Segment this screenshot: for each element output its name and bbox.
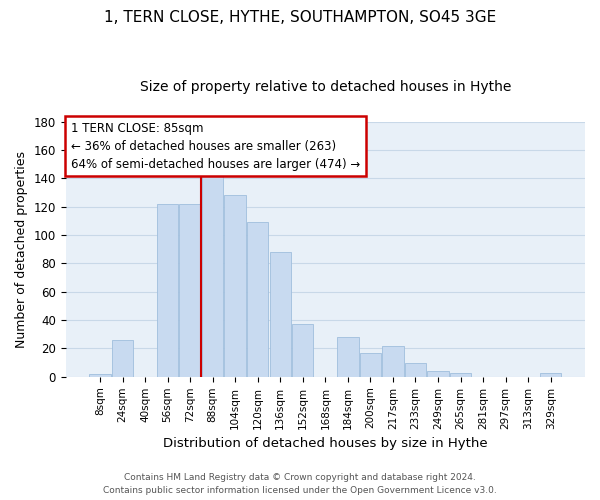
Bar <box>157 204 178 377</box>
Y-axis label: Number of detached properties: Number of detached properties <box>15 150 28 348</box>
Text: 1, TERN CLOSE, HYTHE, SOUTHAMPTON, SO45 3GE: 1, TERN CLOSE, HYTHE, SOUTHAMPTON, SO45 … <box>104 10 496 25</box>
Text: Contains HM Land Registry data © Crown copyright and database right 2024.
Contai: Contains HM Land Registry data © Crown c… <box>103 473 497 495</box>
Title: Size of property relative to detached houses in Hythe: Size of property relative to detached ho… <box>140 80 511 94</box>
Bar <box>382 346 404 377</box>
Bar <box>359 352 381 377</box>
Bar <box>450 372 471 377</box>
Bar <box>179 204 201 377</box>
Bar <box>337 337 359 377</box>
Bar <box>292 324 313 377</box>
Bar <box>540 372 562 377</box>
Bar <box>427 371 449 377</box>
Bar <box>202 171 223 377</box>
Bar <box>269 252 291 377</box>
X-axis label: Distribution of detached houses by size in Hythe: Distribution of detached houses by size … <box>163 437 488 450</box>
Bar <box>224 196 246 377</box>
Bar <box>89 374 110 377</box>
Text: 1 TERN CLOSE: 85sqm
← 36% of detached houses are smaller (263)
64% of semi-detac: 1 TERN CLOSE: 85sqm ← 36% of detached ho… <box>71 122 360 170</box>
Bar <box>112 340 133 377</box>
Bar <box>405 362 426 377</box>
Bar <box>247 222 268 377</box>
